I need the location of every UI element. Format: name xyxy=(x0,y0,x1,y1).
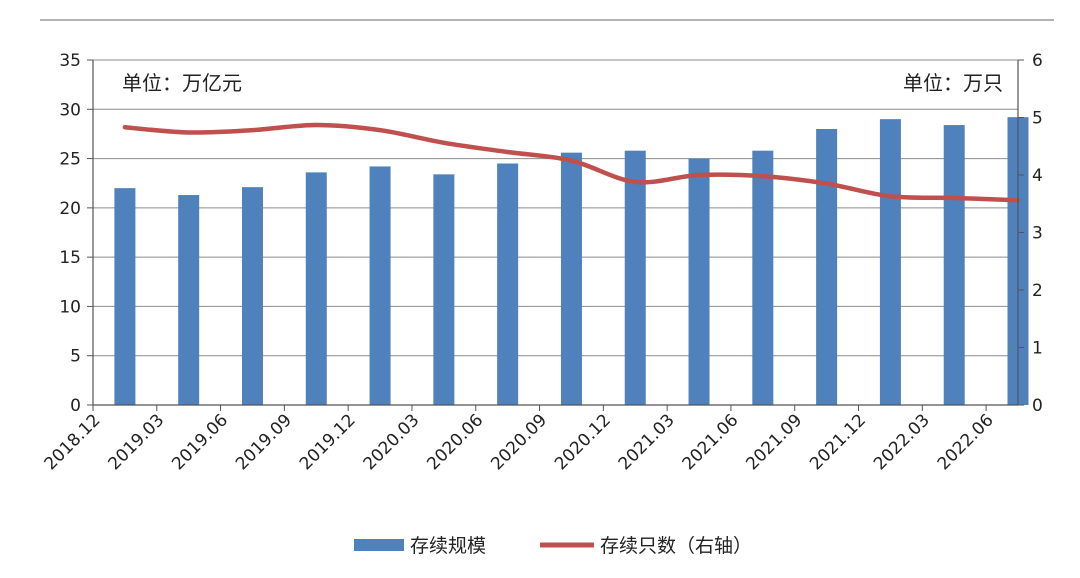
bar xyxy=(560,152,582,405)
left-axis-tick-label: 20 xyxy=(59,199,81,219)
bar xyxy=(178,195,200,405)
bar-series-existing-scale xyxy=(114,117,1029,406)
legend-label-existing-scale: 存续规模 xyxy=(410,535,486,557)
bar xyxy=(114,188,136,405)
x-axis-tick-label: 2020.12 xyxy=(551,410,615,474)
x-axis-tick-label: 2019.06 xyxy=(168,410,232,474)
x-axis-tick-label: 2020.03 xyxy=(360,410,424,474)
gridlines xyxy=(93,59,1018,357)
x-axis-tick-label: 2021.12 xyxy=(806,410,870,474)
bar xyxy=(816,129,838,405)
left-axis-tick-label: 30 xyxy=(59,100,81,120)
right-axis-tick-label: 4 xyxy=(1032,166,1043,186)
legend-label-existing-count: 存续只数（右轴） xyxy=(600,535,752,557)
line-point xyxy=(824,181,829,186)
bar xyxy=(305,172,327,405)
line-point xyxy=(122,125,127,130)
bar xyxy=(879,119,901,406)
left-axis-tick-label: 10 xyxy=(59,297,81,317)
bar xyxy=(943,125,965,406)
bar xyxy=(752,150,774,405)
x-axis-tick-label: 2019.09 xyxy=(232,410,296,474)
line-point xyxy=(250,128,255,133)
x-axis-tick-label: 2022.06 xyxy=(934,410,998,474)
right-axis-tick-label: 2 xyxy=(1032,281,1043,301)
right-axis-tick-label: 0 xyxy=(1032,396,1043,416)
line-point xyxy=(888,194,893,199)
right-axis-tick-label: 6 xyxy=(1032,51,1043,71)
left-axis-unit-label: 单位：万亿元 xyxy=(122,71,242,95)
line-point xyxy=(186,130,191,135)
line-point xyxy=(633,179,638,184)
bar xyxy=(369,166,391,405)
x-axis-tick-label: 2022.03 xyxy=(870,410,934,474)
right-axis-unit-label: 单位：万只 xyxy=(903,71,1003,95)
left-axis-tick-label: 35 xyxy=(59,51,81,71)
right-axis-tick-label: 3 xyxy=(1032,224,1043,244)
line-point xyxy=(314,122,319,127)
x-axis-tick-label: 2020.06 xyxy=(423,410,487,474)
bar xyxy=(688,158,710,405)
line-series-existing-count xyxy=(122,122,1021,203)
legend: 存续规模 存续只数（右轴） xyxy=(354,535,752,557)
x-axis-tick-label: 2019.03 xyxy=(104,410,168,474)
left-axis-tick-label: 15 xyxy=(59,248,81,268)
x-axis-tick-label: 2020.09 xyxy=(487,410,551,474)
right-axis-tick-label: 5 xyxy=(1032,109,1043,129)
x-axis-tick-label: 2021.09 xyxy=(742,410,806,474)
legend-swatch-existing-scale xyxy=(354,539,404,551)
line-point xyxy=(697,173,702,177)
line-point xyxy=(378,128,383,133)
line-point xyxy=(505,150,510,154)
bar xyxy=(497,163,519,405)
x-axis-tick-label: 2018.12 xyxy=(41,410,105,474)
line-point xyxy=(569,158,574,163)
left-axis-tick-label: 0 xyxy=(70,396,81,416)
x-axis-tick-label: 2019.12 xyxy=(296,410,360,474)
left-axis-tick-label: 5 xyxy=(70,347,81,367)
line-point xyxy=(952,196,957,200)
bar xyxy=(624,150,646,405)
x-axis-tick-label: 2021.03 xyxy=(615,410,679,474)
line-point xyxy=(760,174,765,179)
line-point xyxy=(441,140,446,145)
bar xyxy=(241,187,263,405)
left-axis-tick-label: 25 xyxy=(59,150,81,170)
right-axis-tick-label: 1 xyxy=(1032,339,1043,359)
x-axis-tick-label: 2021.06 xyxy=(679,410,743,474)
bar xyxy=(433,174,455,405)
